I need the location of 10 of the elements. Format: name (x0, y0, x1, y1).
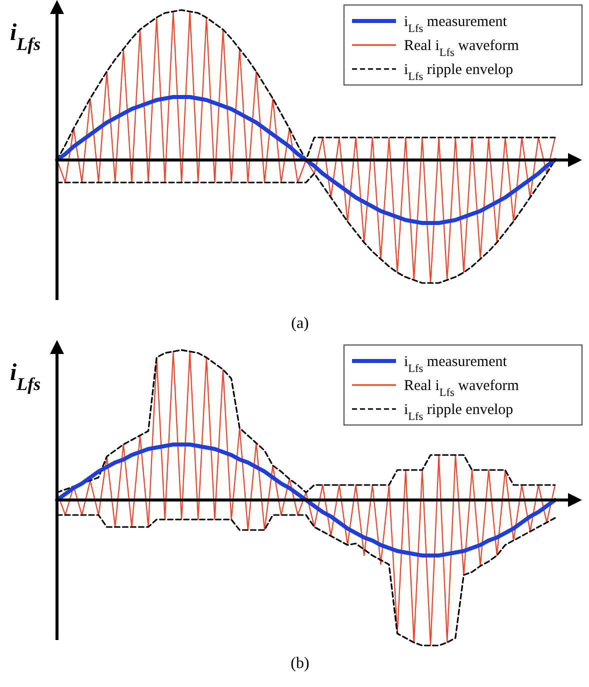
text: (b) (290, 655, 310, 672)
legend-label: i$_{Lfs}$ measurement (404, 354, 508, 375)
legend-label: i$_{Lfs}$ ripple envelop (404, 402, 514, 423)
y-axis-title: i$_{Lfs}$ (10, 360, 41, 394)
text: (a) (291, 315, 309, 332)
legend-label: Real i$_{Lfs}$ waveform (404, 378, 520, 399)
y-axis-title: i$_{Lfs}$ (10, 20, 41, 54)
legend-label: i$_{Lfs}$ ripple envelop (404, 62, 514, 83)
legend-label: Real i$_{Lfs}$ waveform (404, 38, 520, 59)
legend-label: i$_{Lfs}$ measurement (404, 14, 508, 35)
